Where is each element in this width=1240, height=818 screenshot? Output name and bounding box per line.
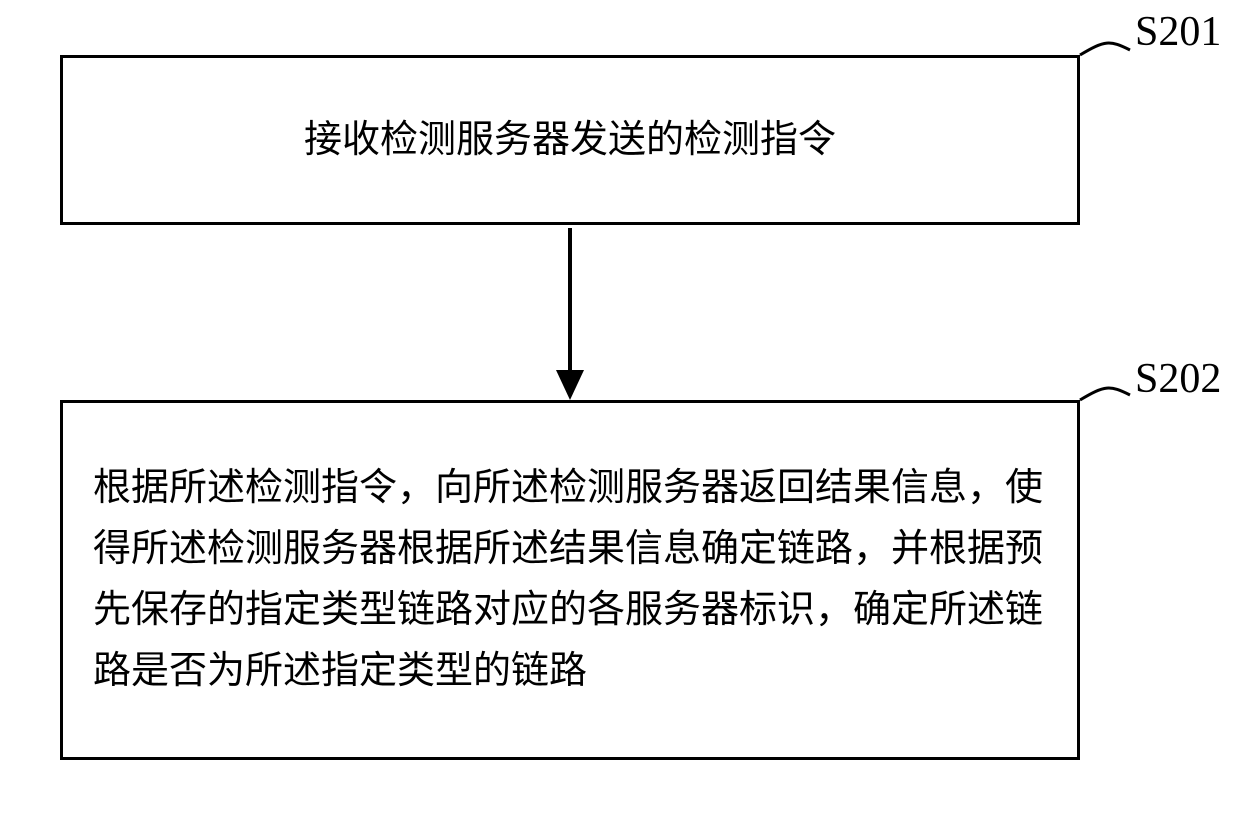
curve-path-s202 [1080, 388, 1130, 400]
flowchart-node-s201: 接收检测服务器发送的检测指令 [60, 55, 1080, 225]
node-text-s202: 根据所述检测指令，向所述检测服务器返回结果信息，使得所述检测服务器根据所述结果信… [93, 458, 1047, 701]
node-label-s201: S201 [1135, 8, 1221, 56]
flowchart-container: 接收检测服务器发送的检测指令 S201 根据所述检测指令，向所述检测服务器返回结… [0, 0, 1240, 818]
curve-path-s201 [1080, 43, 1130, 55]
node-label-s202: S202 [1135, 355, 1221, 403]
node-text-s201: 接收检测服务器发送的检测指令 [93, 110, 1047, 171]
edge-arrowhead-s201-s202 [556, 370, 584, 400]
edge-line-s201-s202 [568, 228, 572, 378]
flowchart-node-s202: 根据所述检测指令，向所述检测服务器返回结果信息，使得所述检测服务器根据所述结果信… [60, 400, 1080, 760]
